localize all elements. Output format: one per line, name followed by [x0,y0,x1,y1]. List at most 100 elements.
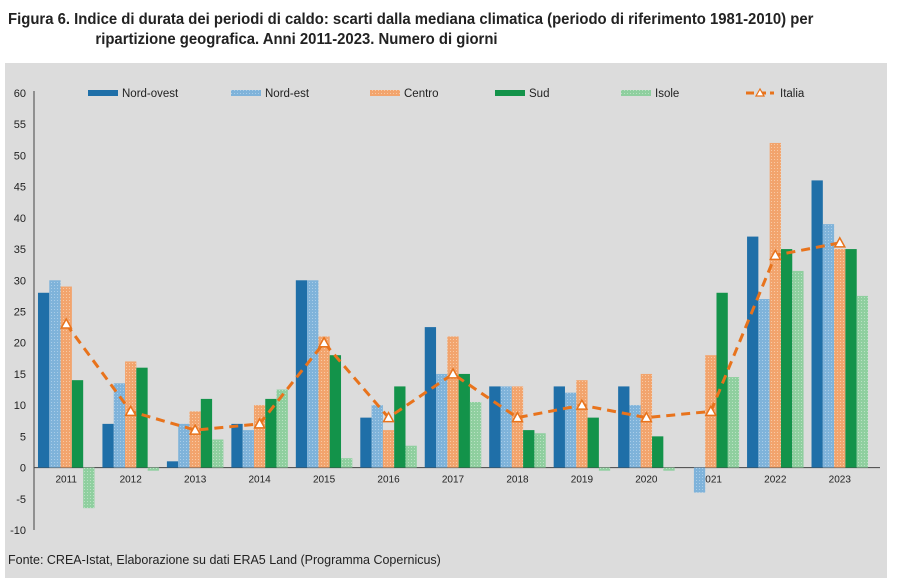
bar-isole-2016 [405,445,417,468]
y-tick-label: 55 [14,119,26,131]
italia-marker-2014 [253,417,266,429]
bar-centro-2023 [834,249,846,468]
y-tick-label: 25 [14,307,26,319]
bar-nord-ovest-2018 [489,386,501,468]
italia-marker-2021 [704,404,718,417]
bar-nord-est-2012 [113,383,126,468]
bar-isole-2012 [147,467,159,471]
legend-swatch-sud [495,90,525,96]
bar-centro-2019 [576,380,588,468]
source-note: Fonte: CREA-Istat, Elaborazione su dati … [8,553,441,567]
title-line-1: Figura 6. Indice di durata dei periodi d… [8,11,814,28]
bar-isole-2022 [792,270,804,468]
bar-nord-est-2022 [758,299,770,468]
italia-marker-2016 [382,411,395,423]
bar-nord-est-2018 [500,386,512,468]
bar-sud-2016 [394,386,406,468]
bar-centro-2017 [447,336,459,468]
bar-centro-2011 [60,286,72,468]
y-tick-label: -5 [16,494,26,506]
bar-nord-ovest-2011 [37,292,50,468]
bar-nord-est-2011 [49,280,61,468]
x-tick-label: 2017 [442,475,465,486]
bar-isole-2011 [83,467,95,509]
bar-nord-ovest-2017 [424,327,437,468]
bar-sud-2015 [329,355,342,468]
x-tick-label: 2021 [700,475,723,486]
bar-isole-2017 [469,402,482,468]
y-tick-label: 15 [14,369,26,381]
chart-title: Figura 6. Indice di durata dei periodi d… [8,10,834,50]
y-tick-label: 35 [14,244,26,256]
x-tick-label: 2013 [184,475,207,486]
bar-sud-2012 [136,367,148,468]
bar-nord-ovest-2012 [102,423,114,468]
x-tick-label: 2023 [829,475,852,486]
y-tick-label: 5 [20,431,26,443]
bar-nord-est-2015 [307,280,319,468]
bar-centro-2015 [318,336,330,468]
legend-swatch-nord-ovest [88,90,118,96]
bar-nord-ovest-2014 [231,423,243,468]
bar-nord-est-2013 [178,423,190,468]
italia-marker-2012 [124,404,137,417]
legend-label-nord-est: Nord-est [265,88,310,100]
legend-label-centro: Centro [404,88,439,100]
italia-marker-2023 [833,236,847,248]
bar-centro-2013 [189,411,201,468]
bar-nord-est-2016 [371,405,383,468]
chart-panel [5,63,887,578]
y-tick-label: 50 [14,150,26,162]
bar-sud-2011 [71,380,84,468]
bar-sud-2018 [523,430,535,468]
x-tick-label: 2011 [55,475,77,486]
bar-sud-2020 [652,436,664,468]
bar-nord-est-2020 [629,405,641,468]
bar-centro-2022 [769,142,781,468]
x-tick-label: 2016 [377,475,400,486]
x-tick-label: 2012 [120,475,143,486]
bar-isole-2015 [341,458,353,468]
x-tick-label: 2018 [506,475,529,486]
bar-nord-ovest-2015 [295,280,308,468]
bar-isole-2023 [856,295,869,468]
bar-centro-2018 [511,386,524,468]
bar-centro-2014 [253,405,266,468]
legend-swatch-centro [370,90,400,96]
italia-marker-2011 [59,317,73,329]
legend-label-isole: Isole [655,88,679,100]
italia-marker-2020 [640,411,653,423]
bar-nord-ovest-2023 [811,180,823,468]
legend-swatch-nord-est [231,90,261,96]
y-tick-label: 45 [14,182,26,194]
bar-nord-ovest-2016 [360,417,372,468]
y-tick-label: 60 [14,88,26,100]
italia-marker-2018 [511,411,524,423]
legend-marker-italia [754,87,766,97]
legend-swatch-isole [621,90,651,96]
bar-isole-2013 [212,439,224,468]
y-tick-label: 30 [14,275,26,287]
y-tick-label: 40 [14,213,26,225]
y-tick-label: 10 [14,400,26,412]
x-tick-label: 2014 [248,475,271,486]
bar-sud-2017 [458,373,470,468]
italia-marker-2013 [188,423,202,435]
y-tick-label: -10 [10,525,26,537]
bar-nord-est-2019 [564,392,577,468]
bar-isole-2019 [598,467,611,471]
bar-nord-est-2017 [436,373,448,468]
bar-isole-2020 [663,467,675,471]
bar-nord-ovest-2022 [747,236,759,468]
legend-label-nord-ovest: Nord-ovest [122,88,179,100]
bar-isole-2021 [727,377,740,468]
x-tick-label: 2015 [313,475,336,486]
y-tick-label: 0 [20,463,26,475]
bar-nord-ovest-2019 [553,386,565,468]
italia-marker-2019 [575,398,589,410]
italia-marker-2015 [317,336,331,348]
bar-sud-2013 [200,398,213,468]
legend-label-italia: Italia [780,88,805,100]
title-line-2: ripartizione geografica. Anni 2011-2023.… [95,31,498,48]
